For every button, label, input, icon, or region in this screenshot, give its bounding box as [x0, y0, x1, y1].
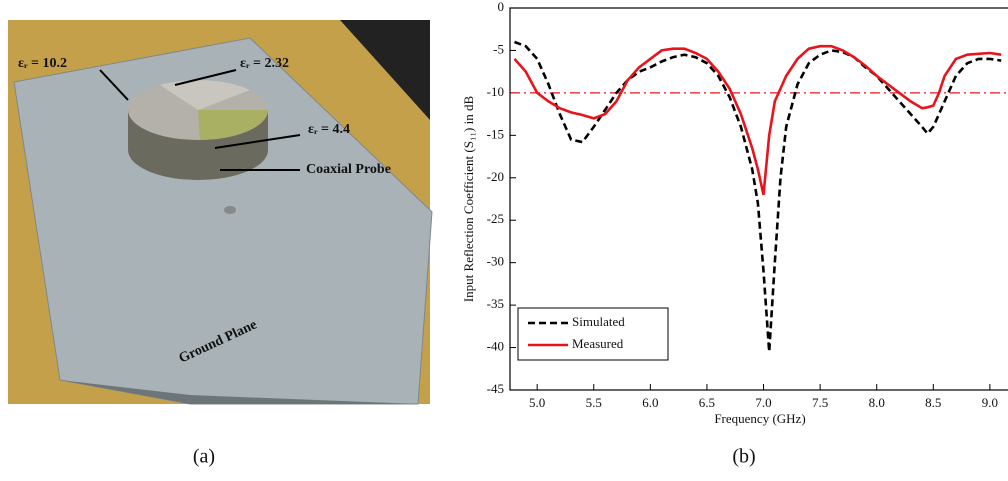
x-tick-label: 6.0	[642, 395, 658, 410]
plot-frame	[509, 7, 1008, 391]
legend-label: Measured	[572, 336, 624, 351]
photo: εᵣ = 10.2 εᵣ = 2.32 εᵣ = 4.4 Coaxial Pro…	[8, 20, 433, 468]
series-line	[514, 40, 1002, 352]
x-axis-label: Frequency (GHz)	[714, 411, 805, 426]
x-tick-label: 7.5	[812, 395, 828, 410]
arrow	[99, 69, 129, 101]
x-tick-label: 5.5	[586, 395, 602, 410]
y-tick-label: -5	[493, 41, 504, 56]
puck-fr4	[198, 110, 269, 140]
x-tick-label: 8.5	[925, 395, 941, 410]
legend-box	[517, 307, 669, 361]
probe-hole	[224, 206, 236, 214]
photo-label: εᵣ = 10.2	[18, 56, 67, 71]
y-tick-label: -30	[487, 254, 504, 269]
photo-label: εᵣ = 4.4	[308, 122, 350, 137]
y-axis-label: Input Reflection Coefficient (S₁₁) in dB	[461, 96, 476, 303]
puck-rt	[160, 80, 250, 110]
y-tick-label: -15	[487, 126, 504, 141]
x-tick-label: 7.0	[755, 395, 771, 410]
x-tick-label: 6.5	[699, 395, 715, 410]
y-tick-label: -40	[487, 339, 504, 354]
legend-label: Simulated	[572, 314, 625, 329]
x-tick-label: 5.0	[529, 395, 545, 410]
y-tick-label: 0	[498, 0, 505, 14]
y-tick-label: -25	[487, 211, 504, 226]
x-tick-label: 8.0	[869, 395, 885, 410]
y-tick-label: -10	[487, 84, 504, 99]
arrow	[214, 134, 301, 149]
photo-corner	[340, 20, 430, 120]
photo-label: Coaxial Probe	[306, 162, 391, 177]
y-tick-label: -20	[487, 169, 504, 184]
plate-edge	[60, 380, 418, 404]
series-line	[513, 44, 1002, 196]
panel-caption: (b)	[732, 446, 755, 468]
panel-caption: (a)	[193, 446, 215, 468]
y-tick-label: -35	[487, 296, 504, 311]
arrow	[174, 69, 237, 86]
x-tick-label: 9.0	[982, 395, 998, 410]
y-tick-label: -45	[487, 381, 504, 396]
photo-label: εᵣ = 2.32	[240, 56, 289, 71]
